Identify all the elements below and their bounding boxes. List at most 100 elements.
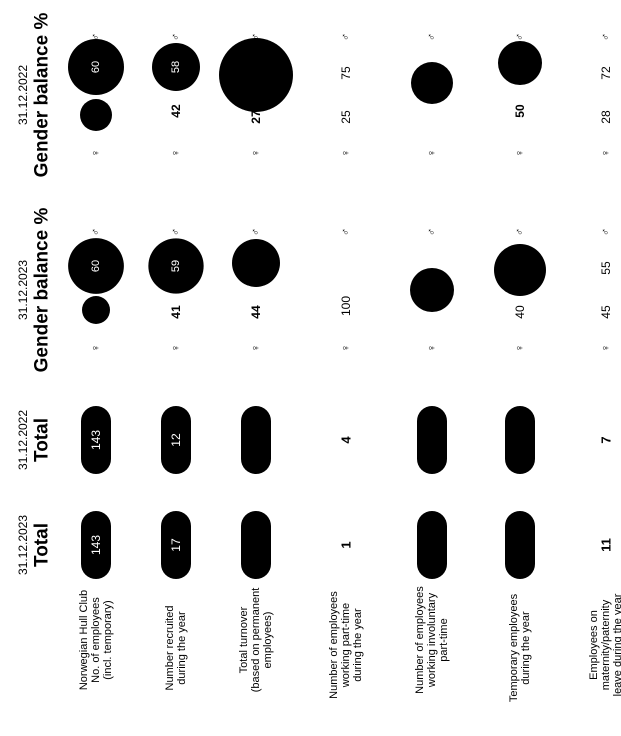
gender-2022-male-symbol: ♂ <box>514 33 526 41</box>
gender-2023-female-symbol: ♀ <box>426 344 438 352</box>
gender-2023-dot <box>410 268 454 312</box>
column-date-total_2022: 31.12.2022 <box>16 410 30 470</box>
total-2022-pill <box>417 406 447 474</box>
gender-2023-female-dot <box>82 296 110 324</box>
total-2023-pill <box>505 511 535 579</box>
gender-2022-male-value: 75 <box>339 66 353 80</box>
row-label-line: during the year <box>352 608 364 682</box>
row-label-line: working involuntary <box>426 592 438 688</box>
gender-2022-female-symbol: ♀ <box>250 149 262 157</box>
gender-2023-female-symbol: ♀ <box>600 344 612 352</box>
row-label-line: Employees on <box>588 610 600 680</box>
row-label-line: (incl. temporary) <box>102 600 114 679</box>
column-title-total_2023: Total <box>32 523 53 567</box>
row-label-line: during the year <box>520 611 532 685</box>
row-label-line: (based on permanent <box>250 588 262 693</box>
total-2022-value: 12 <box>169 433 183 447</box>
row-label-line: Norwegian Hull Club <box>78 590 90 690</box>
gender-2023-female-value: 40 <box>513 305 527 319</box>
row-label-line: working part-time <box>340 603 352 688</box>
gender-2022-female-value: 27 <box>249 110 263 124</box>
gender-2023-female-value: 45 <box>599 305 613 319</box>
total-2022-value: 4 <box>339 436 354 444</box>
total-2023-pill <box>161 511 191 579</box>
gender-2022-female-symbol: ♀ <box>90 149 102 157</box>
row-label-line: Total turnover <box>238 606 250 673</box>
gender-2022-female-value: 42 <box>169 104 183 118</box>
gender-2022-male-dot <box>498 41 542 85</box>
gender-2023-female-value: 44 <box>249 305 263 319</box>
gender-2022-male-value: 72 <box>599 66 613 80</box>
total-2022-pill <box>161 406 191 474</box>
gender-2022-female-symbol: ♀ <box>340 149 352 157</box>
gender-2022-male-symbol: ♂ <box>600 33 612 41</box>
gender-2022-female-value: 50 <box>513 104 527 118</box>
gender-2023-female-value: 41 <box>169 305 183 319</box>
gender-2022-male-symbol: ♂ <box>250 33 262 41</box>
gender-2023-female-value: 100 <box>339 296 353 316</box>
gender-2023-male-symbol: ♂ <box>600 228 612 236</box>
gender-2022-female-symbol: ♀ <box>514 149 526 157</box>
gender-2022-male-symbol: ♂ <box>90 33 102 41</box>
gender-2023-male-dot <box>494 244 546 296</box>
total-2022-pill <box>505 406 535 474</box>
total-2023-value: 11 <box>599 538 614 552</box>
gender-2023-male-dot <box>232 239 280 287</box>
total-2023-value: 17 <box>169 538 183 552</box>
gender-2023-female-symbol: ♀ <box>250 344 262 352</box>
gender-2022-male-dot <box>152 43 200 91</box>
gender-2023-male-symbol: ♂ <box>170 228 182 236</box>
gender-2022-female-value: 28 <box>599 110 613 124</box>
gender-2022-female-symbol: ♀ <box>170 149 182 157</box>
gender-2023-female-symbol: ♀ <box>514 344 526 352</box>
row-label-line: maternity/paternity <box>600 599 612 690</box>
row-label-line: leave during the year <box>612 593 621 696</box>
row-label-line: part-time <box>438 618 450 661</box>
total-2023-pill <box>81 511 111 579</box>
gender-2023-male-symbol: ♂ <box>250 228 262 236</box>
column-date-total_2023: 31.12.2023 <box>16 515 30 575</box>
column-date-gb_2023: 31.12.2023 <box>16 260 30 320</box>
row-label-line: No. of employees <box>90 597 102 683</box>
gender-2022-male-value: 58 <box>170 61 182 73</box>
total-2023-pill <box>417 511 447 579</box>
gender-2023-male-symbol: ♂ <box>90 228 102 236</box>
gender-2022-male-symbol: ♂ <box>426 33 438 41</box>
gender-2022-female-symbol: ♀ <box>600 149 612 157</box>
total-2023-value: 1 <box>339 541 354 548</box>
row-label-line: Number of employees <box>328 591 340 699</box>
row-label-line: Number recruited <box>164 606 176 691</box>
gender-2023-male-value: 60 <box>90 260 102 272</box>
row-label-line: during the year <box>176 611 188 685</box>
row-label-line: employees) <box>262 612 274 669</box>
gender-2023-male-symbol: ♂ <box>340 228 352 236</box>
total-2022-value: 143 <box>89 430 103 450</box>
gender-2023-male-dot <box>68 238 124 294</box>
column-date-gb_2022: 31.12.2022 <box>16 65 30 125</box>
gender-2022-female-symbol: ♀ <box>426 149 438 157</box>
gender-2023-male-value: 55 <box>599 261 613 275</box>
gender-2023-female-symbol: ♀ <box>90 344 102 352</box>
gender-2023-male-dot <box>148 238 204 294</box>
gender-2022-female-dot <box>80 99 112 131</box>
gender-2023-male-value: 59 <box>170 260 182 272</box>
gender-2022-male-dot <box>219 38 293 112</box>
row-label-line: Temporary employees <box>508 593 520 702</box>
column-title-gb_2022: Gender balance % <box>32 13 53 178</box>
total-2023-pill <box>241 511 271 579</box>
total-2022-pill <box>241 406 271 474</box>
gender-2022-male-dot <box>68 39 124 95</box>
column-title-total_2022: Total <box>32 418 53 462</box>
gender-2022-dot <box>411 62 453 104</box>
gender-2022-male-symbol: ♂ <box>170 33 182 41</box>
gender-2023-female-symbol: ♀ <box>340 344 352 352</box>
column-title-gb_2023: Gender balance % <box>32 208 53 373</box>
gender-2022-male-symbol: ♂ <box>340 33 352 41</box>
row-label-line: Number of employees <box>414 586 426 694</box>
total-2022-value: 7 <box>599 436 614 443</box>
total-2022-pill <box>81 406 111 474</box>
total-2023-value: 143 <box>89 535 103 555</box>
gender-2023-female-symbol: ♀ <box>170 344 182 352</box>
gender-2022-female-value: 25 <box>339 110 353 124</box>
